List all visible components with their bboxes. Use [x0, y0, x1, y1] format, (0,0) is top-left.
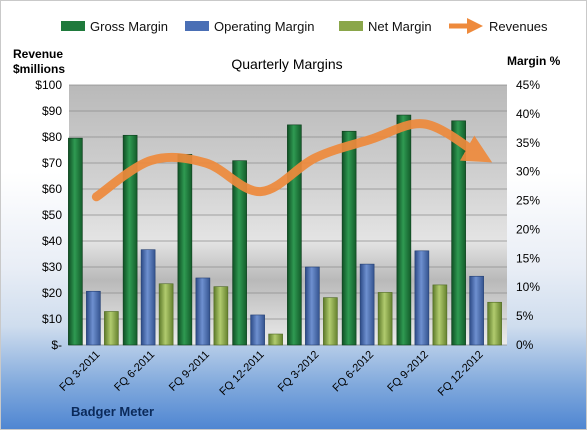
right-tick-label: 10% [516, 280, 540, 294]
bar-operating-margin [469, 275, 484, 346]
legend-label-revenues: Revenues [489, 19, 548, 34]
left-axis-ticks: $- $10 $20 $30 $40 $50 $60 $70 $80 $90 $100 [35, 78, 62, 352]
chart-title: Quarterly Margins [231, 56, 342, 72]
bar-operating-margin [414, 250, 430, 346]
revenues-line-path [91, 119, 493, 202]
x-axis-ticks: FQ 3-2011 FQ 6-2011 FQ 9-2011 FQ 12-2011 FQ … [57, 349, 485, 399]
right-tick-label: 25% [516, 194, 540, 208]
revenues-line [91, 119, 493, 202]
right-tick-label: 30% [516, 165, 540, 179]
left-tick-label: $10 [42, 312, 62, 326]
bar-gross-margin [341, 130, 357, 346]
bar-net-margin [377, 292, 393, 346]
x-tick-label: FQ 6-2012 [331, 349, 377, 395]
right-tick-label: 20% [516, 222, 540, 236]
company-label: Badger Meter [71, 404, 154, 419]
left-tick-label: $80 [42, 130, 62, 144]
legend: Gross Margin Operating Margin Net Margin… [61, 17, 548, 35]
bar-net-margin [268, 333, 283, 346]
right-tick-label: 5% [516, 309, 534, 323]
right-tick-label: 45% [516, 78, 540, 92]
x-tick-label: FQ 12-2011 [217, 349, 266, 398]
left-axis-title-line1: Revenue [13, 47, 63, 61]
legend-label-net-margin: Net Margin [368, 19, 432, 34]
right-tick-label: 40% [516, 107, 540, 121]
x-tick-label: FQ 9-2012 [385, 349, 431, 395]
bar-operating-margin [86, 290, 101, 346]
left-tick-label: $70 [42, 156, 62, 170]
bar-gross-margin [232, 160, 247, 346]
bars [68, 114, 502, 346]
legend-swatch-gross-margin [61, 21, 85, 31]
left-tick-label: $40 [42, 234, 62, 248]
bar-gross-margin [177, 154, 193, 346]
left-tick-label: $90 [42, 104, 62, 118]
x-tick-label: FQ 3-2011 [57, 349, 102, 394]
right-tick-label: 0% [516, 338, 534, 352]
bar-net-margin [213, 286, 229, 346]
bar-operating-margin [250, 314, 265, 346]
x-tick-label: FQ 3-2012 [276, 349, 322, 395]
right-tick-label: 15% [516, 251, 540, 265]
left-tick-label: $30 [42, 260, 62, 274]
bar-operating-margin [359, 263, 375, 346]
x-tick-label: FQ 12-2012 [436, 349, 486, 399]
bar-gross-margin [122, 134, 138, 346]
x-tick-label: FQ 6-2011 [112, 349, 157, 394]
right-tick-label: 35% [516, 136, 540, 150]
bar-net-margin [323, 297, 338, 346]
right-axis-ticks: 0% 5% 10% 15% 20% 25% 30% 35% 40% 45% [516, 78, 540, 352]
left-axis-title-line2: $millions [13, 62, 65, 76]
left-tick-label: $60 [42, 182, 62, 196]
left-tick-label: $100 [35, 78, 62, 92]
bar-gross-margin [68, 137, 83, 346]
bar-gross-margin [451, 120, 466, 346]
bar-net-margin [158, 283, 174, 346]
left-tick-label: $50 [42, 208, 62, 222]
x-tick-label: FQ 9-2011 [167, 349, 212, 394]
bar-operating-margin [305, 266, 320, 346]
legend-label-operating-margin: Operating Margin [214, 19, 314, 34]
legend-label-gross-margin: Gross Margin [90, 19, 168, 34]
legend-swatch-net-margin [339, 21, 363, 31]
bar-net-margin [104, 311, 119, 346]
left-tick-label: $- [51, 338, 62, 352]
bar-operating-margin [195, 277, 211, 346]
bar-gross-margin [287, 124, 302, 346]
bar-net-margin [432, 284, 448, 346]
legend-swatch-operating-margin [185, 21, 209, 31]
right-axis-title: Margin % [507, 54, 561, 68]
bar-gross-margin [396, 114, 412, 346]
left-tick-label: $20 [42, 286, 62, 300]
bar-net-margin [487, 301, 502, 346]
bar-operating-margin [140, 249, 156, 346]
